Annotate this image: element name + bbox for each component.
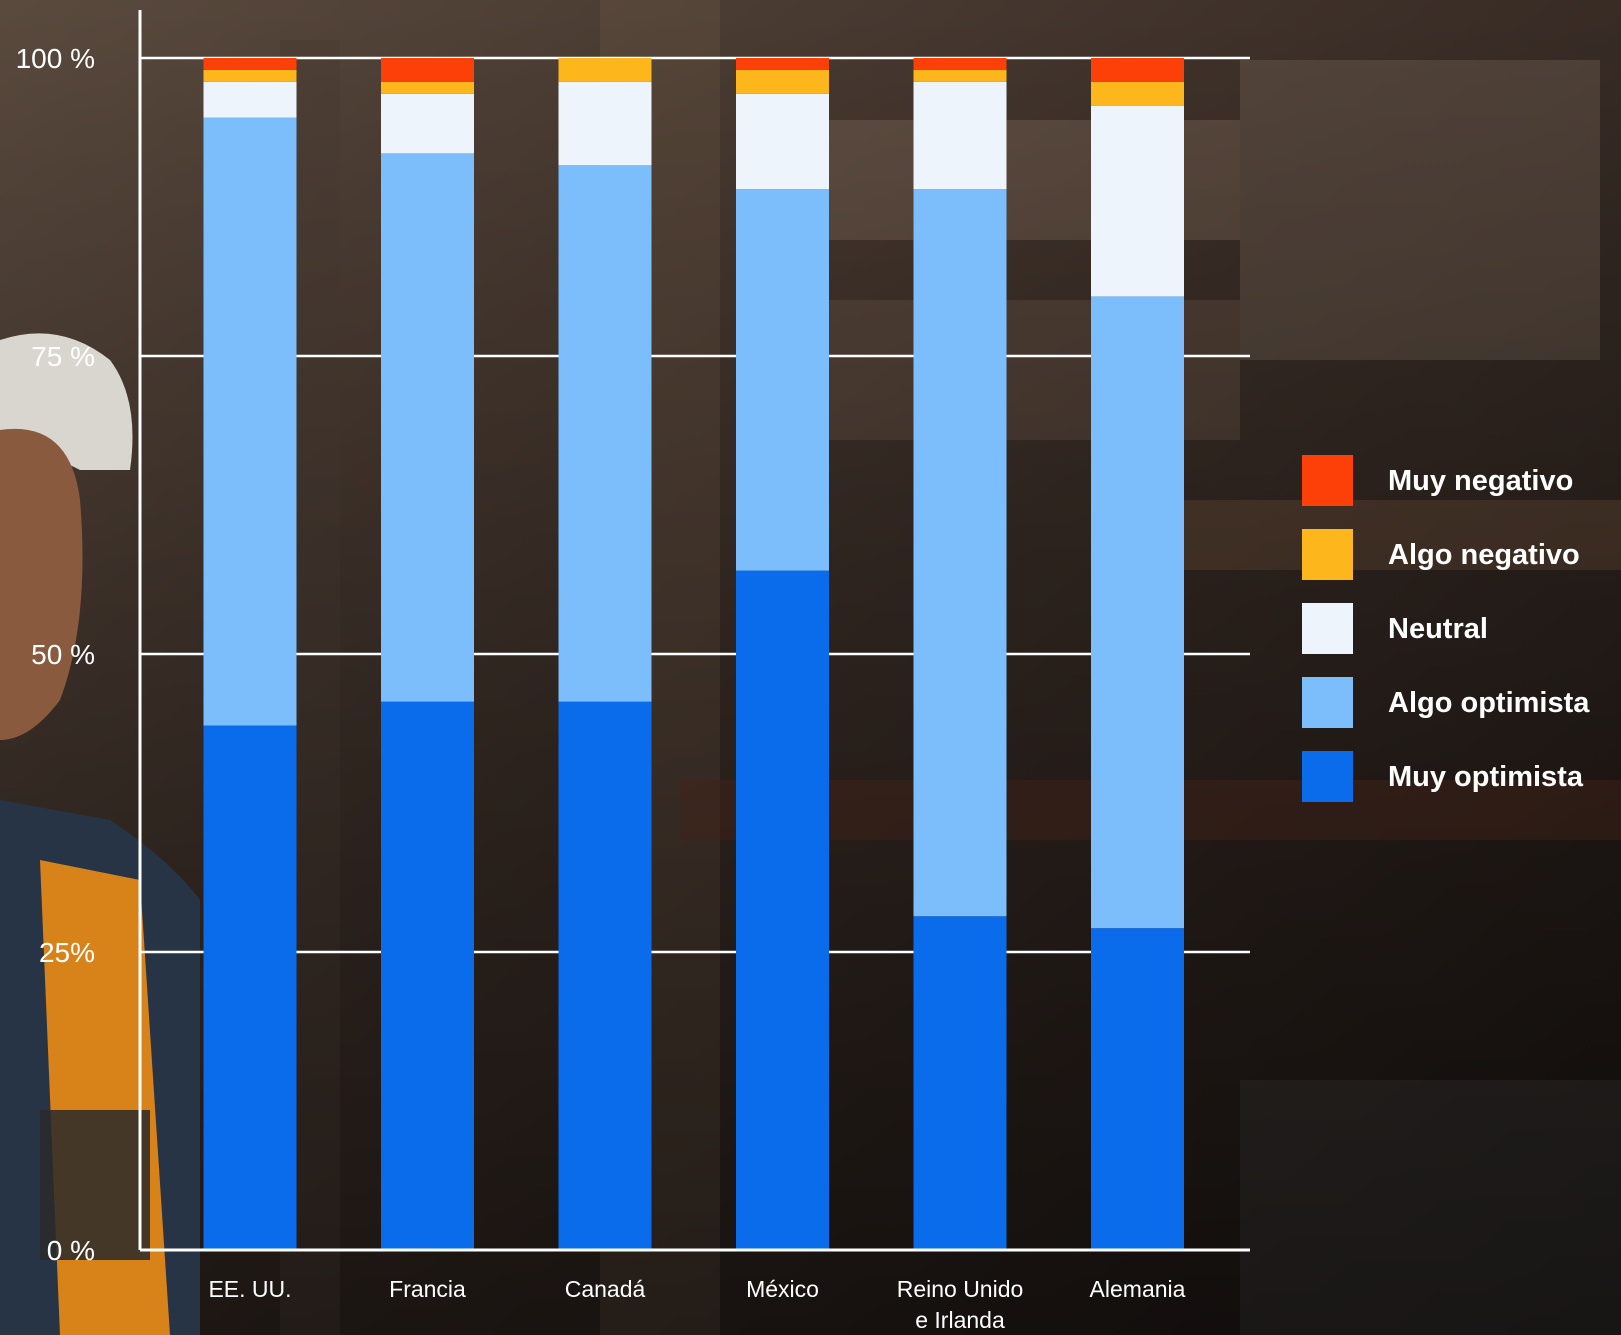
legend-item-muy-optimista: Muy optimista bbox=[1302, 751, 1584, 802]
x-tick-label-alemania: Alemania bbox=[1090, 1276, 1186, 1302]
bar-canada-neutral bbox=[558, 81, 652, 166]
bar-mexico-muy-negativo bbox=[736, 58, 829, 70]
bar-mexico-neutral bbox=[736, 93, 829, 190]
bar-francia-muy-optimista bbox=[381, 701, 474, 1250]
x-tick-label-francia: Francia bbox=[389, 1276, 466, 1302]
bar-reino-unido-e-irlanda-neutral bbox=[913, 81, 1007, 190]
legend: Muy negativo Algo negativo Neutral Algo opt… bbox=[1302, 455, 1590, 802]
legend-label-muy-optimista: Muy optimista bbox=[1388, 761, 1584, 793]
bar-ee-uu-neutral bbox=[203, 81, 297, 118]
y-tick-label-100: 100 % bbox=[16, 43, 95, 74]
y-tick-label-0: 0 % bbox=[47, 1235, 95, 1266]
y-tick-label-50: 50 % bbox=[31, 639, 95, 670]
x-tick-label-canada: Canadá bbox=[565, 1276, 646, 1302]
bar-stack-francia bbox=[381, 58, 474, 1250]
bar-ee-uu-muy-optimista bbox=[203, 725, 297, 1250]
bar-reino-unido-e-irlanda-muy-negativo bbox=[913, 58, 1007, 70]
x-tick-label-reino-unido-e-irlanda: Reino Unido e Irlanda bbox=[897, 1276, 1024, 1333]
x-tick-label-mexico: México bbox=[746, 1276, 819, 1302]
axes bbox=[138, 10, 1250, 1252]
gridlines bbox=[140, 56, 1250, 954]
legend-label-algo-optimista: Algo optimista bbox=[1388, 687, 1590, 719]
legend-label-neutral: Neutral bbox=[1388, 613, 1488, 645]
bar-alemania-neutral bbox=[1091, 105, 1184, 297]
y-tick-labels: 0 % 25% 50 % 75 % 100 % bbox=[16, 43, 95, 1266]
bar-reino-unido-e-irlanda-algo-optimista bbox=[913, 189, 1007, 917]
bar-alemania-algo-optimista bbox=[1091, 296, 1184, 929]
legend-item-algo-optimista: Algo optimista bbox=[1302, 677, 1590, 728]
bar-francia-neutral bbox=[381, 93, 474, 154]
bar-canada-muy-optimista bbox=[558, 701, 652, 1250]
legend-label-algo-negativo: Algo negativo bbox=[1388, 539, 1580, 571]
legend-swatch-algo-optimista bbox=[1302, 677, 1353, 728]
bar-francia-algo-negativo bbox=[381, 81, 474, 94]
bar-alemania-algo-negativo bbox=[1091, 81, 1184, 106]
legend-label-muy-negativo: Muy negativo bbox=[1388, 465, 1573, 497]
worker-figure bbox=[0, 333, 200, 1335]
bar-francia-muy-negativo bbox=[381, 58, 474, 82]
legend-swatch-neutral bbox=[1302, 603, 1353, 654]
bar-alemania-muy-optimista bbox=[1091, 928, 1184, 1250]
bar-mexico-algo-optimista bbox=[736, 189, 829, 571]
bar-ee-uu-muy-negativo bbox=[203, 58, 297, 70]
bar-mexico-algo-negativo bbox=[736, 69, 829, 94]
bars bbox=[203, 58, 1184, 1250]
bar-alemania-muy-negativo bbox=[1091, 58, 1184, 82]
bar-ee-uu-algo-optimista bbox=[203, 117, 297, 726]
bar-reino-unido-e-irlanda-muy-optimista bbox=[913, 916, 1007, 1250]
bar-stack-canada bbox=[558, 58, 652, 1250]
legend-swatch-muy-optimista bbox=[1302, 751, 1353, 802]
bar-ee-uu-algo-negativo bbox=[203, 69, 297, 82]
bar-stack-alemania bbox=[1091, 58, 1184, 1250]
legend-swatch-algo-negativo bbox=[1302, 529, 1353, 580]
bar-stack-mexico bbox=[736, 58, 829, 1250]
bar-reino-unido-e-irlanda-algo-negativo bbox=[913, 69, 1007, 82]
y-tick-label-25: 25% bbox=[39, 937, 95, 968]
legend-item-neutral: Neutral bbox=[1302, 603, 1488, 654]
bar-canada-algo-negativo bbox=[558, 58, 652, 82]
legend-swatch-muy-negativo bbox=[1302, 455, 1353, 506]
x-tick-labels: EE. UU. Francia Canadá México Reino Unido e I… bbox=[208, 1276, 1185, 1333]
bar-francia-algo-optimista bbox=[381, 153, 474, 702]
bar-stack-reino-unido-e-irlanda bbox=[913, 58, 1007, 1250]
bar-mexico-muy-optimista bbox=[736, 570, 829, 1250]
legend-item-algo-negativo: Algo negativo bbox=[1302, 529, 1580, 580]
bar-stack-ee-uu bbox=[203, 58, 297, 1250]
x-tick-label-ee-uu: EE. UU. bbox=[208, 1276, 291, 1302]
y-tick-label-75: 75 % bbox=[31, 341, 95, 372]
legend-item-muy-negativo: Muy negativo bbox=[1302, 455, 1573, 506]
bar-canada-algo-optimista bbox=[558, 165, 652, 702]
